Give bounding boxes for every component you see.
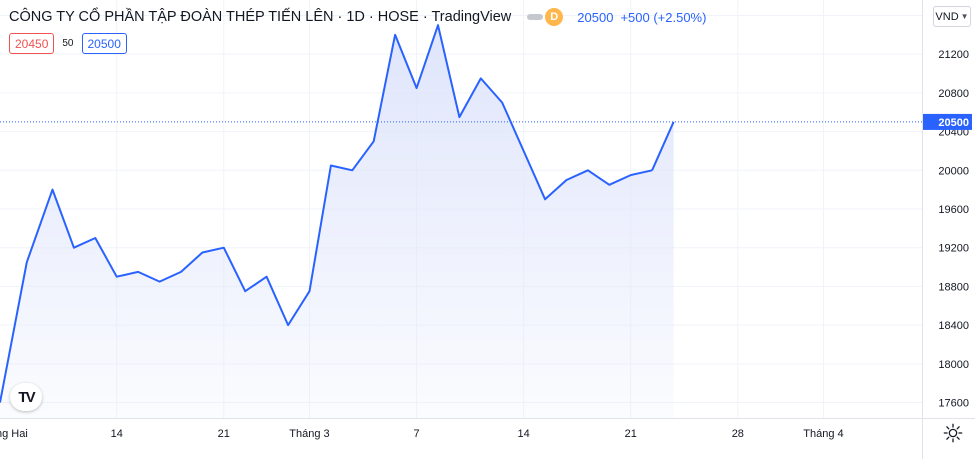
currency-label: VND: [935, 10, 959, 23]
last-price: 20500: [577, 9, 614, 25]
ask-price-button[interactable]: 20500: [81, 33, 127, 54]
status-pill-icon: [527, 14, 544, 20]
price-area-fill: [0, 25, 674, 418]
price-change: +500 (+2.50%): [620, 9, 707, 25]
x-tick-label: 28: [732, 428, 744, 440]
last-price-label-bg: [923, 113, 972, 130]
tradingview-logo-icon[interactable]: TV: [10, 383, 42, 411]
y-tick-label: 20800: [938, 88, 969, 100]
chevron-down-icon: ▼: [960, 12, 969, 21]
delayed-badge: D: [545, 8, 564, 26]
x-tick-label: 21: [625, 428, 637, 440]
x-tick-label: 14: [111, 428, 123, 440]
x-tick-label: 14: [518, 428, 530, 440]
price-line-segment: [651, 121, 675, 171]
currency-selector[interactable]: VND ▼: [933, 6, 971, 27]
x-tick-label: Tháng 3: [289, 428, 329, 440]
symbol-header: CÔNG TY CỔ PHẦN TẬP ĐOÀN THÉP TIẾN LÊN ·…: [9, 7, 706, 27]
y-tick-label: 18000: [938, 359, 969, 371]
y-tick-label: 19600: [938, 204, 969, 216]
market-status[interactable]: D: [527, 8, 564, 26]
symbol-title[interactable]: CÔNG TY CỔ PHẦN TẬP ĐOÀN THÉP TIẾN LÊN ·…: [9, 9, 512, 25]
y-tick-label: 21200: [938, 49, 969, 61]
x-tick-label: 21: [218, 428, 230, 440]
price-line-segment: [0, 24, 653, 403]
bid-ask-panel: 20450 50 20500: [9, 33, 127, 54]
spread-value: 50: [62, 38, 74, 49]
gear-icon[interactable]: [942, 422, 964, 444]
y-tick-label: 18400: [938, 320, 969, 332]
y-tick-label: 18800: [938, 281, 969, 293]
x-tick-label: Tháng 4: [803, 428, 843, 440]
y-tick-label: 20000: [938, 165, 969, 177]
y-tick-label: 19200: [938, 243, 969, 255]
x-tick-label: ng Hai: [0, 428, 28, 440]
last-price-label: 20500: [938, 117, 969, 129]
y-tick-label: 17600: [938, 398, 969, 410]
x-tick-label: 7: [413, 428, 419, 440]
bid-price-button[interactable]: 20450: [9, 33, 55, 54]
